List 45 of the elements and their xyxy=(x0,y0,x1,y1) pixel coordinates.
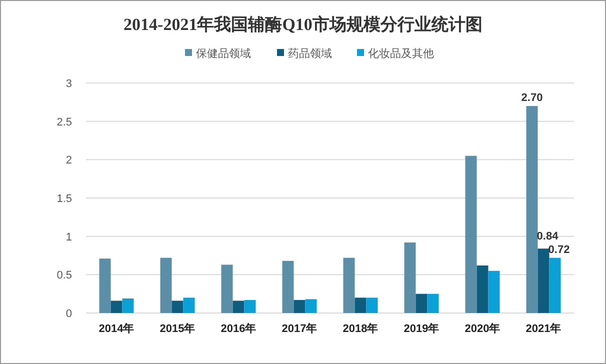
bar xyxy=(305,299,317,313)
chart-title: 2014-2021年我国辅酶Q10市场规模分行业统计图 xyxy=(124,15,482,34)
bar xyxy=(476,265,488,313)
bar xyxy=(366,298,378,313)
bar xyxy=(99,258,111,313)
bar xyxy=(160,258,172,313)
legend-label: 保健品领域 xyxy=(196,47,251,60)
x-tick-label: 2017年 xyxy=(282,322,318,335)
x-tick-label: 2020年 xyxy=(464,322,500,335)
bar xyxy=(549,258,561,313)
y-tick-label: 0.5 xyxy=(56,270,72,282)
bar xyxy=(244,300,256,313)
bar xyxy=(172,300,184,313)
bar xyxy=(465,156,477,313)
bar xyxy=(122,298,134,313)
bar xyxy=(294,300,306,313)
x-tick-label: 2019年 xyxy=(404,322,440,335)
bar xyxy=(343,258,355,313)
x-tick-label: 2016年 xyxy=(220,322,256,335)
bar xyxy=(110,300,122,313)
legend-label: 化妆品及其他 xyxy=(368,47,434,60)
legend-label: 药品领域 xyxy=(288,47,332,60)
bar xyxy=(354,298,366,313)
x-tick-label: 2014年 xyxy=(98,322,134,335)
y-tick-label: 2.5 xyxy=(56,116,72,128)
bar xyxy=(427,294,439,313)
y-tick-label: 0 xyxy=(66,308,72,320)
y-tick-label: 1.5 xyxy=(56,193,72,205)
y-tick-label: 1 xyxy=(66,231,72,244)
bar xyxy=(183,298,195,313)
data-label: 0.72 xyxy=(548,244,570,256)
data-label: 2.70 xyxy=(521,92,543,104)
bar xyxy=(538,248,550,313)
x-tick-label: 2021年 xyxy=(526,322,562,335)
bar xyxy=(416,294,428,313)
x-tick-label: 2015年 xyxy=(160,322,196,335)
bar xyxy=(488,270,500,313)
x-tick-label: 2018年 xyxy=(342,322,378,335)
y-tick-label: 3 xyxy=(66,78,72,90)
bar xyxy=(221,264,233,313)
bar xyxy=(282,260,294,313)
y-tick-label: 2 xyxy=(66,154,72,167)
bar xyxy=(404,242,416,313)
bar xyxy=(526,106,538,313)
bar xyxy=(232,300,244,313)
